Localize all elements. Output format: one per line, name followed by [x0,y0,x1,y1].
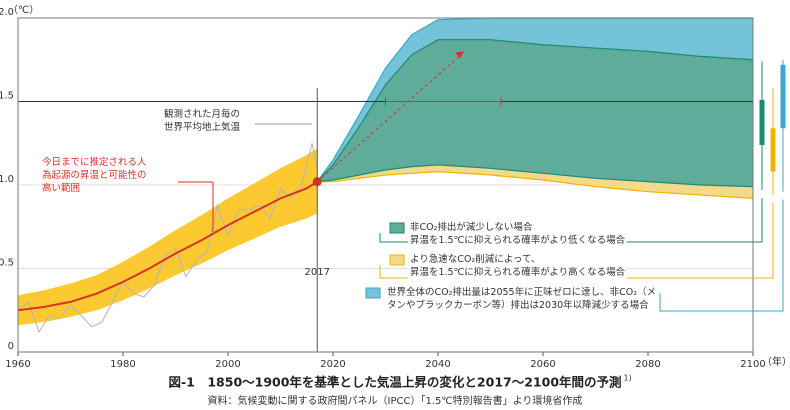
y-unit: （℃） [8,4,39,16]
title-note: 1) [624,374,632,383]
x-tick-label: 2060 [530,359,555,370]
x-tick-label: 2080 [635,359,660,370]
legend-swatch [389,254,405,266]
plot-frame [17,17,754,353]
projection-upper [316,39,754,183]
legend-label: 世界全体のCO₂排出量は2055年に正味ゼロに達し、非CO₂（メ タンやブラック… [385,286,659,312]
likely-range [18,148,318,326]
legend-swatch [365,287,381,299]
projection-band [317,39,753,187]
projection-lower [317,171,754,199]
x-tick-label: 1960 [5,359,30,370]
legend-label: より急速なCO₂削減によって、 昇温を1.5℃に抑えられる確率がより高くなる場合 [408,253,628,279]
range-box [780,64,786,129]
observed-line [17,143,318,334]
y-tick-label: 1.5 [0,91,14,102]
y-tick-label: 2.0 [0,7,14,18]
x-tick-label: 1980 [110,359,135,370]
x-tick-label: 2000 [215,359,240,370]
legend-label: 非CO₂排出が減少しない場合 昇温を1.5℃に抑えられる確率がより低くなる場合 [408,221,628,247]
arrow-head [455,51,464,59]
y-tick-label: 0 [8,341,14,352]
projection-lower [317,164,754,188]
arrow [316,56,460,183]
range-box [759,99,765,145]
legend-swatch [389,222,405,234]
x-tick-label: 2040 [425,359,450,370]
observed-annotation: 観測された月毎の 世界平均地上気温 [164,109,241,133]
range-1-5 [385,97,502,106]
range-box [770,128,776,172]
y-tick-label: 1.0 [0,174,14,185]
x-unit: （年） [762,355,790,368]
y-tick-label: 0.5 [0,258,14,269]
human-warming-line [17,180,318,312]
vline-label: 2017 [305,267,330,278]
x-tick-label: 2020 [320,359,345,370]
human-annotation: 今日までに推定される人 為起源の昇温と可能性の 高い範囲 [42,157,147,194]
chart-title: 図-1 1850〜1900年を基準とした気温上昇の変化と2017〜2100年間の… [168,375,621,390]
x-tick-label: 2100 [740,359,765,370]
legend-connector [659,199,784,312]
source: 資料：気候変動に関する政府間パネル（IPCC）「1.5℃特別報告書」より環境省作… [208,394,583,407]
